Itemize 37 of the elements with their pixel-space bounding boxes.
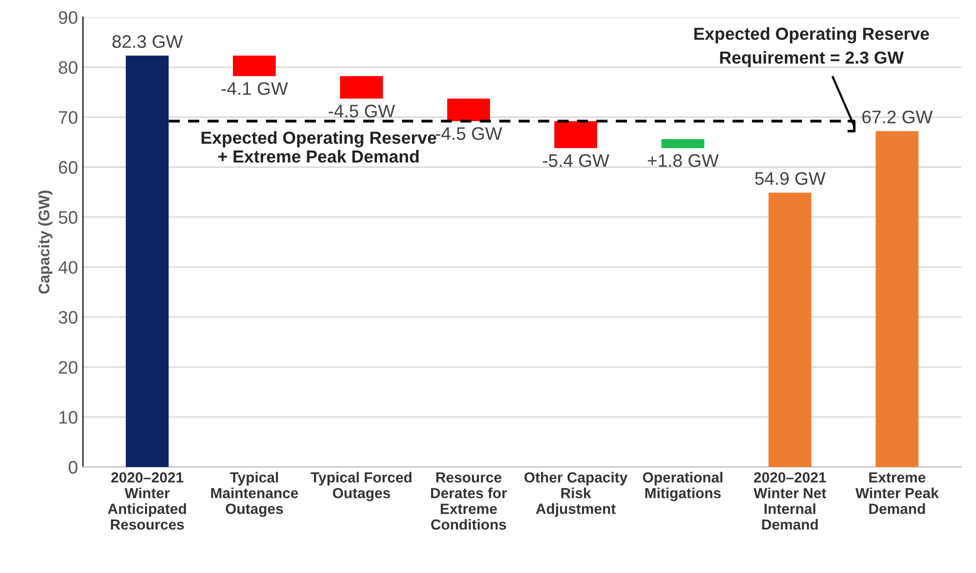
y-tick-label: 50 <box>58 211 78 224</box>
x-tick-label: 2020–2021 Winter Anticipated Resources <box>108 472 186 530</box>
x-tick-label: Other Capacity Risk Adjustment <box>524 472 628 517</box>
y-tick-label: 80 <box>58 61 78 74</box>
x-tick-label: Operational Mitigations <box>642 472 722 502</box>
y-tick-label: 0 <box>68 460 78 474</box>
bar <box>232 56 276 76</box>
bar <box>126 56 169 467</box>
y-tick-label: 30 <box>58 310 78 324</box>
y-tick-label: 10 <box>59 410 78 424</box>
data-label: 82.3 GW <box>112 35 183 48</box>
bar <box>340 76 383 99</box>
y-tick-label: 20 <box>58 360 78 374</box>
bar <box>768 192 812 467</box>
data-label: -4.1 GW <box>222 82 288 95</box>
annotation: Expected Operating Reserve Requirement = 2.3 GW <box>694 27 930 68</box>
x-tick-label: 2020–2021 Winter Net Internal Demand <box>754 472 826 530</box>
y-tick-label: 40 <box>58 261 78 274</box>
ref-line-label: Expected Operating Reserve + Extreme Peak Demand <box>202 131 436 163</box>
x-tick-label: Typical Maintenance Outages <box>211 472 298 517</box>
x-tick-label: Extreme Winter Peak Demand <box>855 472 939 514</box>
x-tick-label: Typical Forced Outages <box>310 472 412 502</box>
x-tick-label: Resource Derates for Extreme Conditions <box>431 472 507 530</box>
y-tick-label: 60 <box>58 161 78 174</box>
bar <box>554 121 598 148</box>
y-tick-label: 90 <box>58 11 78 24</box>
data-label: -4.5 GW <box>328 104 396 118</box>
y-tick-label: 70 <box>58 111 78 124</box>
bar <box>876 131 919 467</box>
data-label: +1.8 GW <box>648 154 719 167</box>
y-axis-title: Capacity (GW) <box>38 190 52 294</box>
data-label: -5.4 GW <box>542 154 610 167</box>
bar <box>661 139 704 148</box>
data-label: 67.2 GW <box>862 110 933 124</box>
bar <box>447 98 490 122</box>
data-label: -4.5 GW <box>436 127 502 140</box>
data-label: 54.9 GW <box>755 172 826 185</box>
